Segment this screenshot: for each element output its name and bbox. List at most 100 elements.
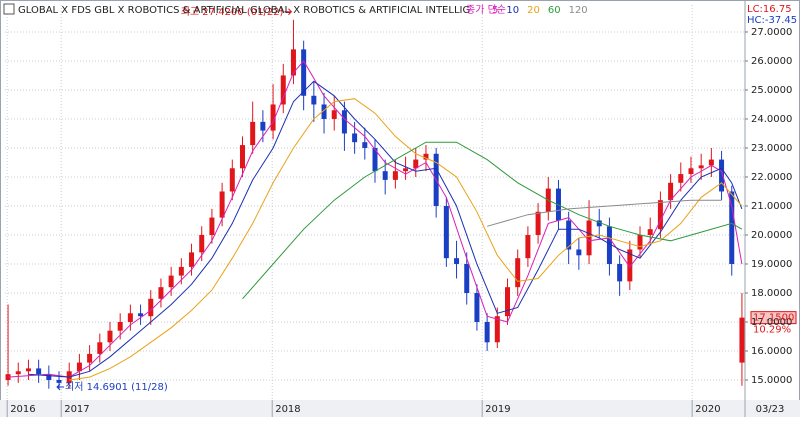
candle-body bbox=[56, 379, 62, 383]
y-tick-label: 17.0000 bbox=[751, 317, 792, 328]
x-tick-label: 2018 bbox=[275, 404, 300, 415]
candle-body bbox=[403, 168, 409, 172]
candle-body bbox=[372, 147, 378, 172]
candle-body bbox=[515, 258, 521, 288]
candle-body bbox=[668, 182, 674, 201]
y-tick-label: 15.0000 bbox=[751, 375, 792, 386]
ma-line bbox=[486, 199, 722, 227]
legend-entry: 60 bbox=[548, 5, 561, 16]
candle-body bbox=[525, 234, 531, 259]
indicator-label: 종가 단순 bbox=[466, 4, 506, 16]
candle-body bbox=[76, 362, 82, 372]
annotation-arrow bbox=[284, 8, 293, 16]
price-tag bbox=[750, 311, 797, 325]
y-tick-label: 24.0000 bbox=[751, 114, 792, 125]
candle-body bbox=[189, 252, 195, 267]
candle-body bbox=[443, 205, 449, 259]
candle-body bbox=[158, 287, 164, 299]
legend-entry: 5 bbox=[492, 5, 498, 16]
candle-body bbox=[494, 316, 500, 343]
y-tick-label: 20.0000 bbox=[751, 230, 792, 241]
candle-body bbox=[657, 200, 663, 230]
candle-body bbox=[454, 258, 460, 264]
candle-body bbox=[5, 374, 11, 380]
candle-body bbox=[688, 168, 694, 175]
x-tick-label: 2020 bbox=[695, 404, 720, 415]
candle-body bbox=[199, 234, 205, 253]
candle-body bbox=[311, 95, 317, 105]
candle-body bbox=[36, 368, 42, 375]
candle-body bbox=[239, 145, 245, 169]
candle-body bbox=[46, 374, 52, 380]
candle-body bbox=[647, 229, 653, 235]
chart-title: GLOBAL X FDS GBL X ROBOTICS & ARTIFICIAL… bbox=[18, 5, 470, 16]
marks bbox=[5, 8, 797, 391]
x-axis-band bbox=[0, 400, 800, 417]
candle-body bbox=[535, 211, 541, 235]
candle-body bbox=[301, 49, 307, 96]
candle-body bbox=[413, 159, 419, 169]
candle-body bbox=[596, 220, 602, 227]
candle-body bbox=[87, 353, 93, 363]
candle-body bbox=[250, 121, 256, 146]
candle-body bbox=[382, 171, 388, 180]
candle-body bbox=[127, 313, 133, 322]
candle-body bbox=[15, 371, 21, 375]
candle-body bbox=[719, 159, 725, 192]
candle-body bbox=[138, 313, 144, 317]
candle-body bbox=[148, 298, 154, 317]
x-tick-label: 2016 bbox=[10, 404, 35, 415]
y-tick-label: 16.0000 bbox=[751, 346, 792, 357]
candle-body bbox=[627, 249, 633, 282]
y-tick-label: 27.0000 bbox=[751, 27, 792, 38]
candle-body bbox=[505, 287, 511, 317]
x-tick-label: 2017 bbox=[64, 404, 89, 415]
candle-body bbox=[606, 226, 612, 264]
price-tag-label: 17.1500 bbox=[753, 313, 794, 324]
candle-body bbox=[708, 159, 714, 166]
candle-body bbox=[97, 342, 103, 354]
candle-body bbox=[474, 292, 480, 322]
candle-body bbox=[260, 121, 266, 131]
candle-body bbox=[352, 133, 358, 143]
candle-body bbox=[321, 104, 327, 119]
y-tick-label: 23.0000 bbox=[751, 143, 792, 154]
candle-body bbox=[576, 249, 582, 256]
candle-body bbox=[331, 110, 337, 119]
candle-body bbox=[484, 321, 490, 343]
candle-body bbox=[280, 75, 286, 105]
y-tick-label: 19.0000 bbox=[751, 259, 792, 270]
checkbox-icon[interactable] bbox=[3, 3, 15, 15]
y-tick-label: 18.0000 bbox=[751, 288, 792, 299]
candle-body bbox=[566, 220, 572, 250]
legend-entry: 10 bbox=[506, 5, 519, 16]
candle-body bbox=[209, 217, 215, 235]
legend-entry: 120 bbox=[569, 5, 588, 16]
lc-label: LC:16.75 bbox=[747, 4, 792, 15]
y-tick-label: 21.0000 bbox=[751, 201, 792, 212]
candle-body bbox=[678, 174, 684, 183]
candle-body bbox=[168, 275, 174, 288]
ma-line bbox=[69, 98, 743, 381]
candle-body bbox=[25, 368, 31, 372]
ma-line bbox=[28, 80, 743, 378]
candle-body bbox=[739, 317, 745, 363]
candle-body bbox=[341, 110, 347, 134]
candle-body bbox=[423, 153, 429, 160]
candle-body bbox=[464, 263, 470, 293]
hc-label: HC:-37.45 bbox=[747, 15, 797, 26]
candle-body bbox=[290, 49, 296, 76]
ma-line bbox=[242, 141, 743, 300]
candle-body bbox=[729, 191, 735, 264]
annotation-label: 최고 27.4200 (01/22) bbox=[181, 6, 284, 18]
annotation-arrow bbox=[56, 383, 65, 391]
y-tick-label: 26.0000 bbox=[751, 56, 792, 67]
candle-body bbox=[178, 266, 184, 276]
legend-entry: 20 bbox=[527, 5, 540, 16]
candle-body bbox=[617, 263, 623, 282]
y-tick-label: 22.0000 bbox=[751, 172, 792, 183]
candle-body bbox=[107, 330, 113, 343]
last-date-label: 03/23 bbox=[756, 404, 785, 415]
